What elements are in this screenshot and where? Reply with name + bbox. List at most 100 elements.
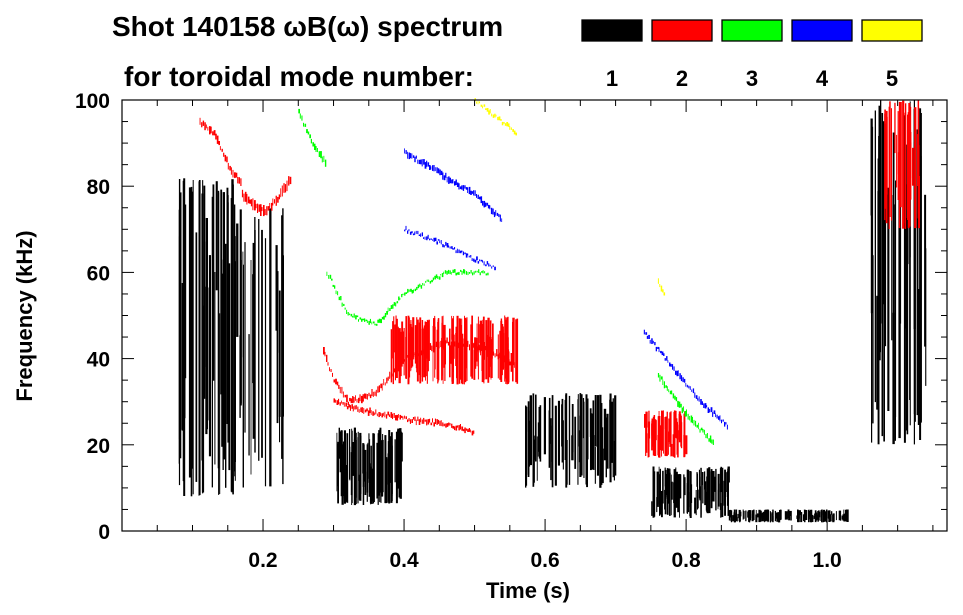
mode-5-stroke (486, 108, 489, 112)
mode-4-stroke (421, 159, 423, 167)
mode-1-stroke (277, 271, 279, 353)
mode-4-stroke (489, 205, 491, 210)
mode-2-stroke (473, 430, 475, 434)
mode-4-stroke (411, 231, 413, 234)
mode-1-stroke (770, 512, 772, 523)
mode-2-stroke (230, 167, 232, 175)
mode-1-stroke (748, 510, 750, 523)
mode-1-stroke (367, 442, 369, 483)
mode-4-stroke (685, 383, 687, 387)
mode-1-stroke (261, 229, 263, 458)
mode-1-stroke (561, 398, 564, 463)
mode-1-stroke (721, 467, 724, 518)
mode-3-stroke (669, 390, 672, 395)
mode-3-stroke (299, 113, 301, 119)
mode-3-stroke (369, 318, 371, 324)
mode-2-stroke (452, 334, 455, 359)
mode-4-stroke (420, 159, 422, 165)
mode-4-stroke (648, 334, 650, 339)
mode-3-stroke (356, 315, 359, 318)
mode-1-stroke (543, 397, 546, 455)
mode-1-stroke (248, 334, 250, 456)
mode-1-stroke (201, 193, 204, 461)
mode-1-stroke (380, 480, 382, 503)
mode-1-stroke (659, 474, 661, 516)
mode-2-stroke (234, 172, 236, 178)
mode-1-stroke (225, 243, 227, 488)
mode-5-stroke (663, 292, 666, 296)
mode-1-stroke (891, 195, 893, 341)
mode-3-stroke (310, 138, 312, 144)
mode-2-stroke (209, 126, 211, 135)
mode-3-stroke (482, 270, 484, 274)
x-axis: 0.2 0.4 0.6 0.8 1.0 (121, 100, 934, 572)
mode-1-stroke (214, 272, 216, 465)
x-tick-label: 1.0 (813, 549, 842, 572)
mode-3-stroke (301, 115, 303, 121)
mode-2-stroke (486, 335, 489, 357)
mode-4-stroke (649, 339, 651, 344)
mode-3-stroke (438, 276, 441, 280)
mode-3-stroke (450, 272, 452, 275)
mode-1-stroke (208, 287, 210, 421)
mode-3-stroke (390, 305, 393, 309)
mode-3-stroke (347, 312, 349, 316)
mode-4-stroke (433, 165, 435, 172)
mode-1-band (525, 393, 617, 488)
mode-3-stroke (668, 389, 670, 393)
mode-3-stroke (703, 429, 705, 435)
mode-1-stroke (712, 471, 715, 502)
mode-2-stroke (440, 340, 442, 348)
mode-4-stroke (449, 246, 451, 249)
mode-3-stroke (476, 270, 478, 273)
mode-2-stroke (481, 324, 484, 383)
mode-2-stroke (385, 414, 388, 419)
mode-3-stroke (708, 438, 710, 442)
mode-2-stroke (505, 352, 508, 382)
mode-2-stroke (914, 107, 917, 229)
mode-4-stroke (709, 408, 711, 413)
mode-4-stroke (458, 249, 460, 254)
mode-2-stroke (342, 402, 344, 405)
mode-2-stroke (394, 348, 396, 381)
mode-4-stroke (666, 356, 668, 361)
mode-4-stroke (420, 233, 422, 237)
mode-4-trace (404, 148, 503, 222)
mode-1-stroke (529, 395, 532, 466)
mode-2-stroke (332, 372, 333, 377)
mode-2-stroke (645, 419, 647, 456)
mode-1-stroke (909, 170, 911, 426)
mode-4-stroke (479, 196, 481, 200)
mode-1-stroke (845, 509, 847, 522)
mode-2-stroke (352, 396, 354, 404)
mode-4-stroke (489, 264, 491, 267)
mode-2-stroke (323, 347, 325, 355)
mode-1-stroke (761, 515, 763, 520)
mode-2-stroke (468, 428, 470, 432)
mode-2-stroke (213, 130, 216, 136)
mode-4-stroke (673, 366, 675, 371)
mode-2-stroke (267, 206, 270, 211)
mode-4-stroke (474, 190, 476, 196)
mode-1-stroke (788, 511, 790, 521)
mode-4-stroke (658, 347, 660, 353)
mode-1-stroke (689, 471, 691, 517)
mode-3-stroke (690, 415, 693, 423)
mode-2-stroke (516, 318, 519, 384)
mode-3-stroke (441, 273, 444, 278)
mode-2-stroke (336, 381, 339, 386)
mode-1-stroke (652, 466, 655, 518)
mode-2-stroke (657, 435, 659, 456)
mode-3-stroke (346, 309, 348, 314)
mode-5-stroke (492, 114, 495, 118)
mode-2-stroke (215, 133, 217, 140)
mode-3-stroke (437, 276, 439, 279)
mode-1-stroke (724, 472, 727, 492)
mode-3-stroke (684, 410, 687, 417)
mode-4-stroke (449, 177, 451, 184)
mode-1-stroke (876, 295, 879, 410)
mode-4-stroke (645, 332, 648, 335)
mode-4-stroke (430, 238, 432, 240)
mode-1-stroke (687, 492, 690, 508)
mode-1-stroke (219, 313, 221, 494)
